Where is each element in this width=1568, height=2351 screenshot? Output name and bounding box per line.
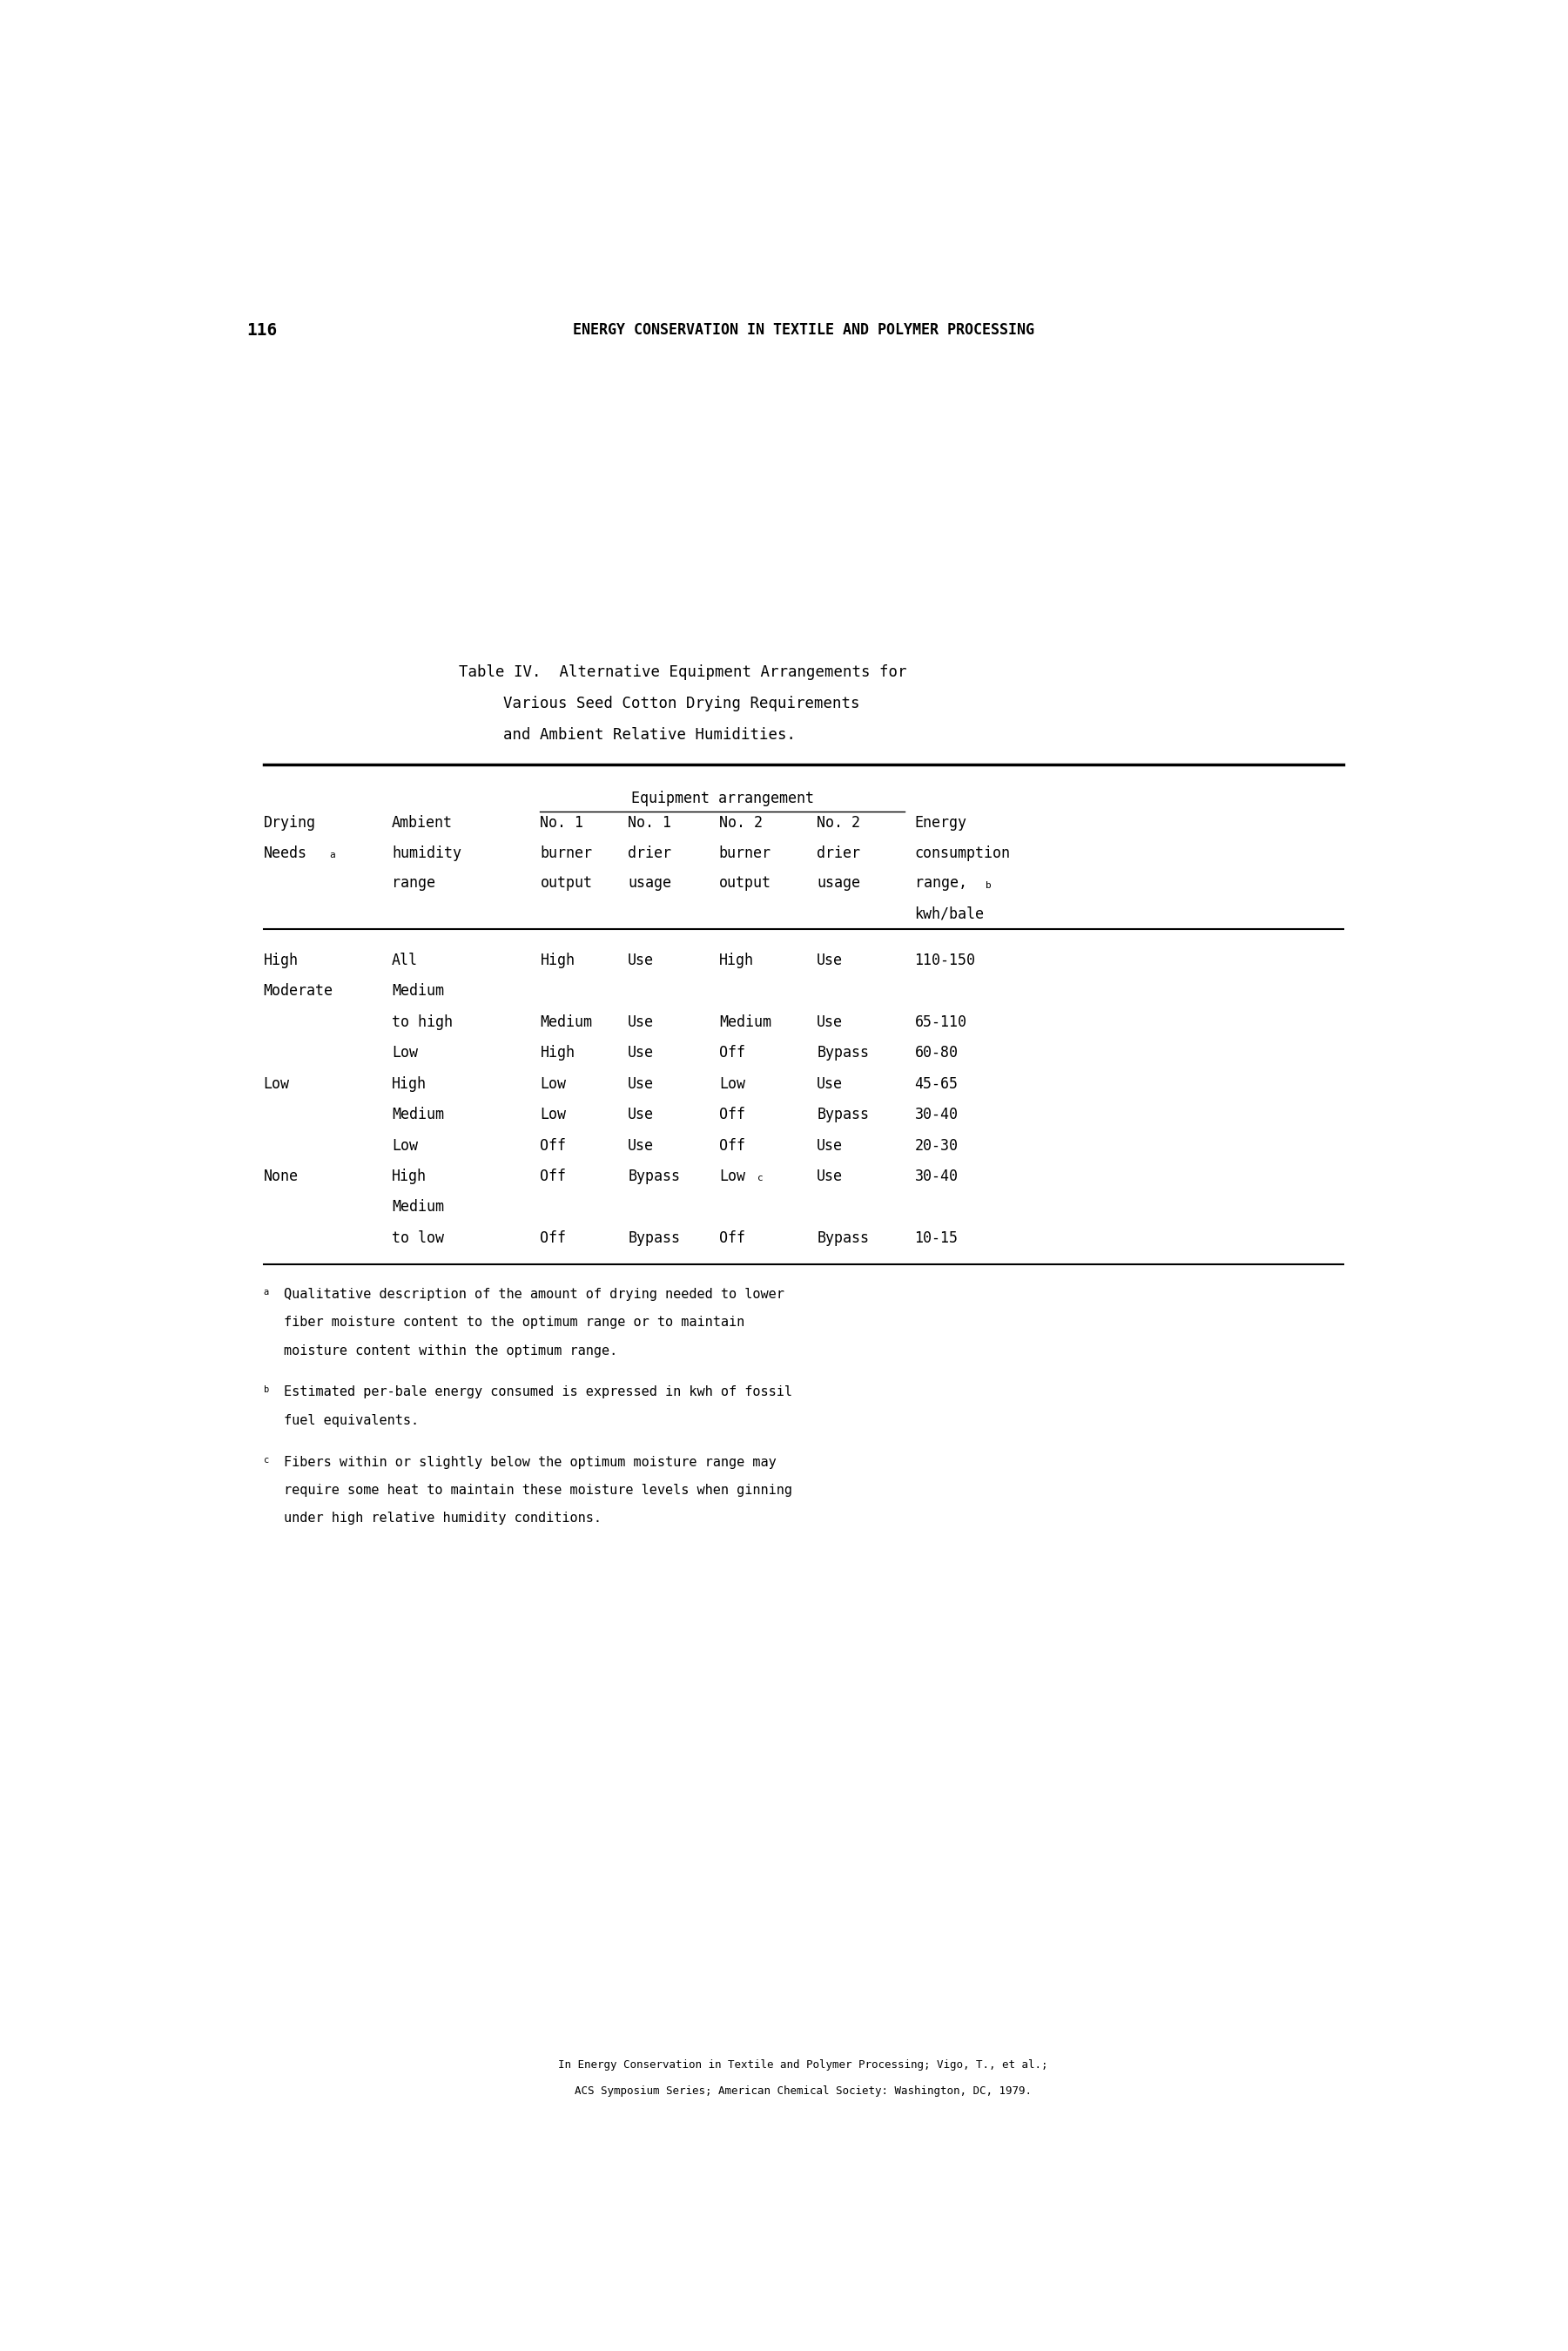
Text: Bypass: Bypass: [817, 1046, 869, 1060]
Text: 65-110: 65-110: [914, 1013, 967, 1030]
Text: Off: Off: [539, 1230, 566, 1246]
Text: High: High: [263, 952, 298, 969]
Text: Off: Off: [718, 1138, 745, 1154]
Text: 10-15: 10-15: [914, 1230, 958, 1246]
Text: burner: burner: [539, 846, 593, 860]
Text: Off: Off: [539, 1168, 566, 1185]
Text: Bypass: Bypass: [817, 1107, 869, 1121]
Text: High: High: [392, 1077, 426, 1091]
Text: Qualitative description of the amount of drying needed to lower: Qualitative description of the amount of…: [284, 1288, 784, 1300]
Text: Energy: Energy: [914, 816, 967, 830]
Text: Off: Off: [539, 1138, 566, 1154]
Text: High: High: [392, 1168, 426, 1185]
Text: b: b: [263, 1385, 270, 1394]
Text: Low: Low: [718, 1168, 745, 1185]
Text: burner: burner: [718, 846, 771, 860]
Text: ACS Symposium Series; American Chemical Society: Washington, DC, 1979.: ACS Symposium Series; American Chemical …: [575, 2085, 1032, 2097]
Text: Off: Off: [718, 1107, 745, 1121]
Text: to low: to low: [392, 1230, 444, 1246]
Text: require some heat to maintain these moisture levels when ginning: require some heat to maintain these mois…: [284, 1483, 792, 1498]
Text: Use: Use: [817, 1168, 844, 1185]
Text: 30-40: 30-40: [914, 1107, 958, 1121]
Text: Moderate: Moderate: [263, 983, 332, 999]
Text: under high relative humidity conditions.: under high relative humidity conditions.: [284, 1512, 602, 1526]
Text: Medium: Medium: [539, 1013, 593, 1030]
Text: range,: range,: [914, 875, 967, 891]
Text: Use: Use: [627, 952, 654, 969]
Text: In Energy Conservation in Textile and Polymer Processing; Vigo, T., et al.;: In Energy Conservation in Textile and Po…: [558, 2059, 1047, 2071]
Text: Low: Low: [539, 1107, 566, 1121]
Text: Use: Use: [627, 1107, 654, 1121]
Text: humidity: humidity: [392, 846, 461, 860]
Text: Low: Low: [718, 1077, 745, 1091]
Text: No. 1: No. 1: [539, 816, 583, 830]
Text: Low: Low: [539, 1077, 566, 1091]
Text: 45-65: 45-65: [914, 1077, 958, 1091]
Text: Needs: Needs: [263, 846, 307, 860]
Text: 116: 116: [246, 322, 278, 339]
Text: Use: Use: [627, 1046, 654, 1060]
Text: High: High: [718, 952, 754, 969]
Text: kwh/bale: kwh/bale: [914, 905, 985, 922]
Text: Low: Low: [392, 1138, 417, 1154]
Text: b: b: [985, 882, 991, 889]
Text: No. 1: No. 1: [627, 816, 671, 830]
Text: None: None: [263, 1168, 298, 1185]
Text: Bypass: Bypass: [817, 1230, 869, 1246]
Text: Use: Use: [817, 1077, 844, 1091]
Text: Various Seed Cotton Drying Requirements: Various Seed Cotton Drying Requirements: [503, 696, 859, 712]
Text: Equipment arrangement: Equipment arrangement: [630, 790, 814, 806]
Text: 60-80: 60-80: [914, 1046, 958, 1060]
Text: c: c: [263, 1455, 270, 1465]
Text: 20-30: 20-30: [914, 1138, 958, 1154]
Text: consumption: consumption: [914, 846, 1010, 860]
Text: Fibers within or slightly below the optimum moisture range may: Fibers within or slightly below the opti…: [284, 1455, 776, 1469]
Text: Use: Use: [627, 1077, 654, 1091]
Text: Low: Low: [263, 1077, 290, 1091]
Text: usage: usage: [817, 875, 861, 891]
Text: 30-40: 30-40: [914, 1168, 958, 1185]
Text: Drying: Drying: [263, 816, 315, 830]
Text: Use: Use: [817, 952, 844, 969]
Text: Off: Off: [718, 1230, 745, 1246]
Text: Medium: Medium: [392, 983, 444, 999]
Text: fuel equivalents.: fuel equivalents.: [284, 1413, 419, 1427]
Text: drier: drier: [817, 846, 861, 860]
Text: drier: drier: [627, 846, 671, 860]
Text: Table IV.  Alternative Equipment Arrangements for: Table IV. Alternative Equipment Arrangem…: [459, 665, 906, 679]
Text: Bypass: Bypass: [627, 1230, 681, 1246]
Text: Low: Low: [392, 1046, 417, 1060]
Text: output: output: [539, 875, 593, 891]
Text: Medium: Medium: [392, 1199, 444, 1215]
Text: range: range: [392, 875, 436, 891]
Text: a: a: [263, 1288, 270, 1295]
Text: moisture content within the optimum range.: moisture content within the optimum rang…: [284, 1345, 618, 1357]
Text: a: a: [329, 851, 336, 860]
Text: Use: Use: [627, 1013, 654, 1030]
Text: c: c: [757, 1173, 764, 1183]
Text: Use: Use: [817, 1013, 844, 1030]
Text: Off: Off: [718, 1046, 745, 1060]
Text: ENERGY CONSERVATION IN TEXTILE AND POLYMER PROCESSING: ENERGY CONSERVATION IN TEXTILE AND POLYM…: [572, 322, 1033, 339]
Text: Medium: Medium: [718, 1013, 771, 1030]
Text: and Ambient Relative Humidities.: and Ambient Relative Humidities.: [503, 726, 795, 743]
Text: Bypass: Bypass: [627, 1168, 681, 1185]
Text: All: All: [392, 952, 417, 969]
Text: Use: Use: [817, 1138, 844, 1154]
Text: Estimated per-bale energy consumed is expressed in kwh of fossil: Estimated per-bale energy consumed is ex…: [284, 1385, 792, 1399]
Text: fiber moisture content to the optimum range or to maintain: fiber moisture content to the optimum ra…: [284, 1317, 745, 1328]
Text: No. 2: No. 2: [718, 816, 762, 830]
Text: Use: Use: [627, 1138, 654, 1154]
Text: Ambient: Ambient: [392, 816, 453, 830]
Text: to high: to high: [392, 1013, 453, 1030]
Text: 110-150: 110-150: [914, 952, 975, 969]
Text: High: High: [539, 952, 575, 969]
Text: No. 2: No. 2: [817, 816, 861, 830]
Text: Medium: Medium: [392, 1107, 444, 1121]
Text: usage: usage: [627, 875, 671, 891]
Text: output: output: [718, 875, 771, 891]
Text: High: High: [539, 1046, 575, 1060]
